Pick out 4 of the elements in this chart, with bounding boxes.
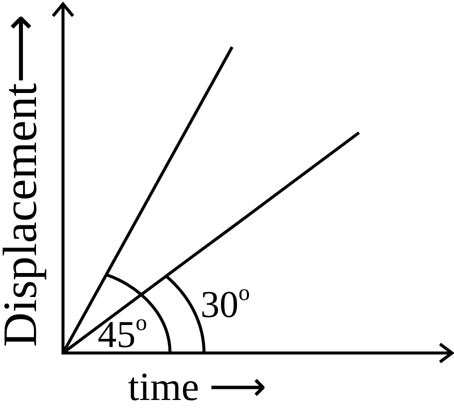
annotation: 30$^{o}$ [200,280,250,326]
y-axis-title: Displacement⟶ [0,14,47,347]
x-axis-title: time ⟶ [128,364,266,409]
annotation: 45$^{o}$ [98,310,148,356]
